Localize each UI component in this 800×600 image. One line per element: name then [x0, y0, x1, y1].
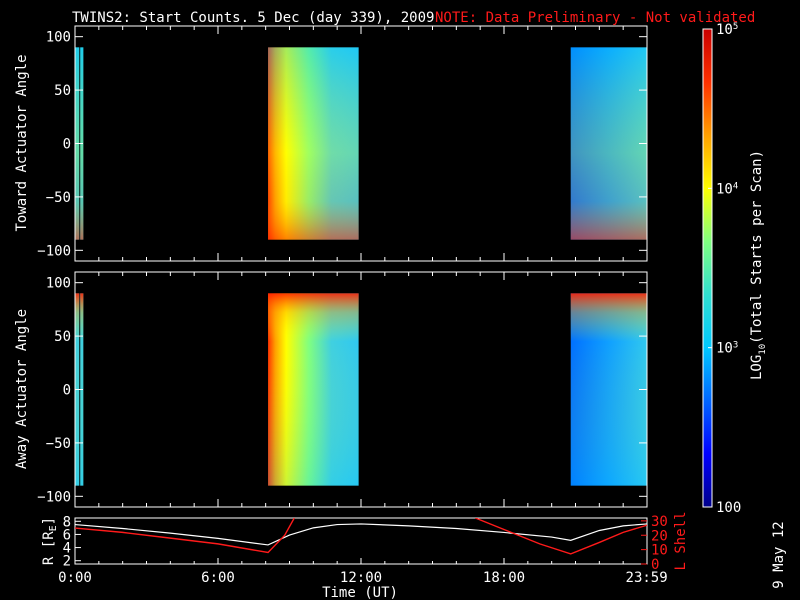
- ytick-label: −100: [37, 243, 71, 259]
- lshell-ylabel: L Shell: [673, 511, 689, 570]
- data-block-overlay: [570, 293, 647, 486]
- time-tick-label: 18:00: [483, 570, 525, 586]
- panel-frame: [74, 25, 648, 262]
- ytick-right-label: 20: [651, 528, 668, 544]
- away-ylabel: Away Actuator Angle: [14, 309, 30, 469]
- ytick-right-label: 30: [651, 514, 668, 530]
- ytick-left-label: 4: [63, 541, 71, 557]
- radius-line: [75, 523, 647, 546]
- toward-ylabel: Toward Actuator Angle: [14, 54, 30, 231]
- colorbar-gradient: [702, 28, 713, 508]
- ytick-label: 100: [46, 30, 71, 46]
- ytick-left-label: 8: [63, 514, 71, 530]
- ytick-label: 50: [54, 329, 71, 345]
- away-heatmap-panel: 100 50 0 −50 −100: [37, 271, 648, 508]
- ytick-right-label: 10: [651, 543, 668, 559]
- time-tick-label: 12:00: [340, 570, 382, 586]
- colorbar-tick-label: 105: [716, 22, 738, 38]
- date-stamp: 9 May 12: [771, 521, 787, 588]
- lshell-line: [475, 518, 647, 555]
- radius-ylabel: R [RE]: [41, 517, 59, 565]
- chart-title: TWINS2: Start Counts. 5 Dec (day 339), 2…: [72, 10, 434, 26]
- panel-frame: [74, 271, 648, 508]
- ytick-label: 0: [63, 137, 71, 153]
- panel-frame: [74, 517, 648, 565]
- colorbar-tick-label: 103: [716, 341, 738, 357]
- colorbar-label: LOG10(Total Starts per Scan): [749, 150, 768, 380]
- time-tick-label: 0:00: [58, 570, 92, 586]
- preliminary-note: NOTE: Data Preliminary - Not validated: [435, 10, 755, 26]
- ytick-right-label: 0: [651, 557, 659, 573]
- data-block-overlay: [268, 47, 359, 240]
- ytick-label: −50: [46, 190, 71, 206]
- ytick-label: −50: [46, 436, 71, 452]
- time-tick-label: 6:00: [201, 570, 235, 586]
- toward-heatmap-panel: 100 50 0 −50 −100: [37, 25, 648, 262]
- ytick-label: 50: [54, 83, 71, 99]
- ytick-label: −100: [37, 489, 71, 505]
- colorbar-tick-label: 100: [716, 500, 741, 516]
- ytick-label: 0: [63, 383, 71, 399]
- data-block-overlay: [268, 293, 359, 486]
- time-axis-label: Time (UT): [322, 585, 398, 600]
- ytick-left-label: 2: [63, 554, 71, 570]
- lshell-line: [75, 518, 295, 554]
- ytick-label: 100: [46, 276, 71, 292]
- ytick-left-label: 6: [63, 527, 71, 543]
- colorbar: 100 103 104 105: [702, 22, 741, 516]
- colorbar-tick-label: 104: [716, 181, 738, 197]
- data-block-overlay: [570, 47, 647, 240]
- time-tick-label: 23:59: [626, 570, 668, 586]
